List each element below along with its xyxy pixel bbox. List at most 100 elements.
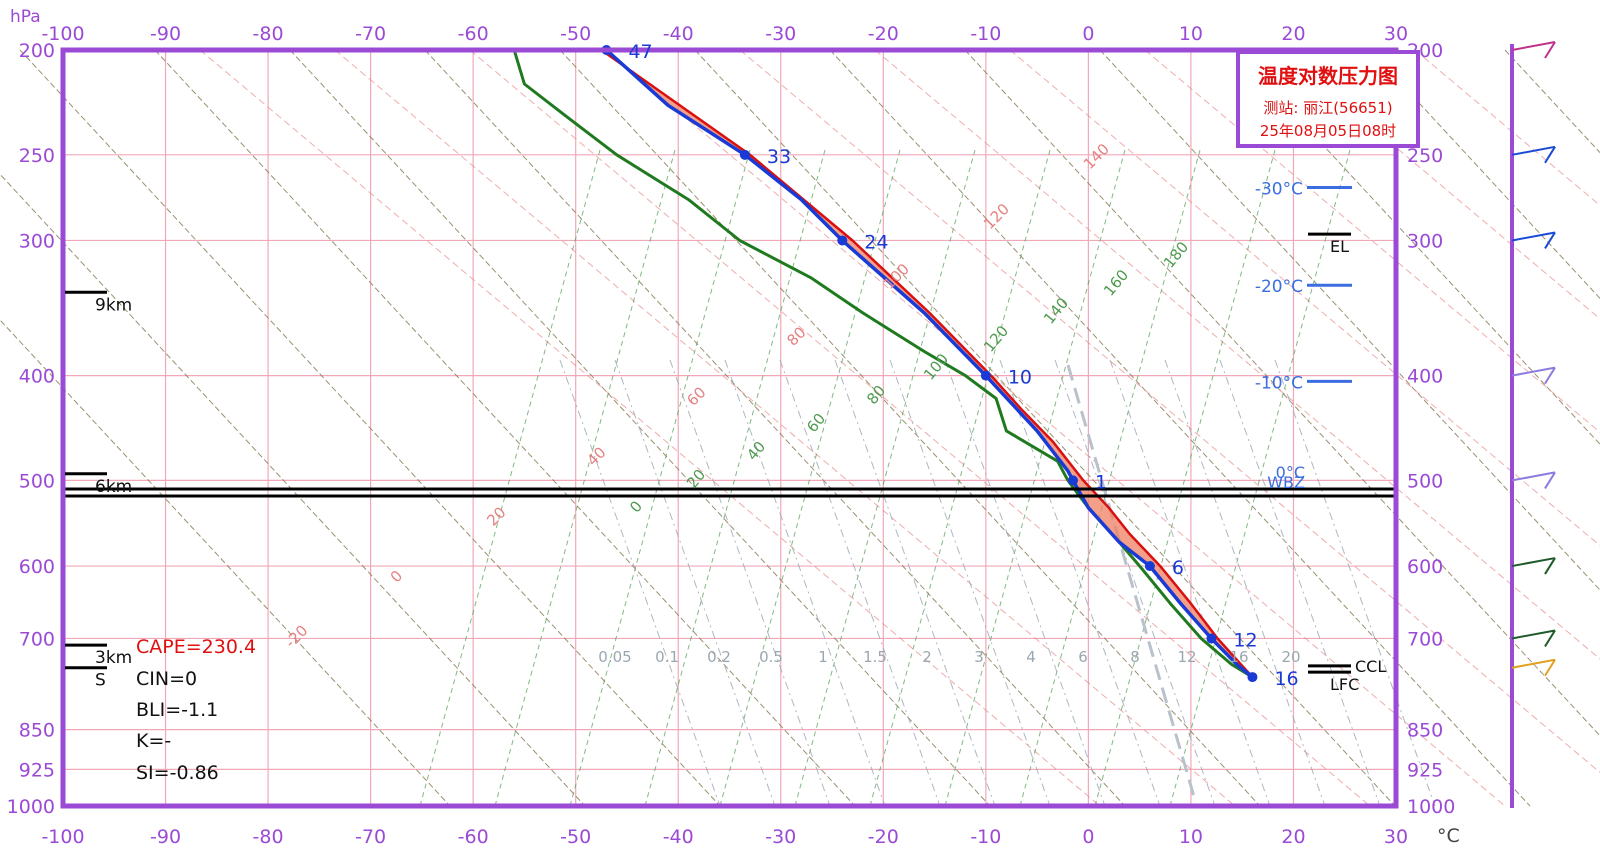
dry-adiabat-line <box>1234 49 1600 445</box>
x-tick-label-top: -40 <box>663 23 694 45</box>
dry-adiabat-line <box>0 173 586 807</box>
x-tick-label-top: -80 <box>253 23 284 45</box>
parcel-profile-line <box>600 48 1254 678</box>
temperature-unit-label: °C <box>1437 825 1460 847</box>
p-tick-label-right: 400 <box>1407 366 1443 388</box>
p-tick-label-left: 300 <box>19 230 55 252</box>
mixing-ratio-label: 4 <box>1026 648 1036 666</box>
level-mark-label: CCL <box>1355 657 1386 676</box>
dry-adiabat-line <box>1504 49 1600 154</box>
x-tick-label-top: -100 <box>41 23 84 45</box>
x-tick-label-top: -70 <box>355 23 386 45</box>
zero-c-label: 0°C <box>1276 463 1305 482</box>
x-tick-label-top: 10 <box>1179 23 1203 45</box>
cape-index: CAPE=230.4 <box>136 636 257 658</box>
p-tick-label-left: 700 <box>19 628 55 650</box>
sounding-profiles <box>60 45 1399 809</box>
x-tick-label-top: -30 <box>765 23 796 45</box>
moist-adiabat-label: 80 <box>863 382 889 408</box>
saturated-adiabat-line <box>644 149 826 807</box>
saturated-adiabat-line <box>494 149 676 807</box>
temperature-point <box>1247 672 1258 683</box>
x-tick-label-bottom: -60 <box>458 826 489 848</box>
mixing-ratio-label: 3 <box>974 648 984 666</box>
height-mark-label: 9km <box>95 295 132 315</box>
saturated-adiabat-line <box>869 149 1051 807</box>
dry-adiabat-label: -20 <box>281 621 311 651</box>
x-tick-label-top: 30 <box>1384 23 1408 45</box>
wind-barb-flag <box>1544 367 1556 385</box>
moist-adiabat-label: 160 <box>1100 266 1132 300</box>
dry-adiabat-label: 80 <box>783 323 809 349</box>
moist-adiabat-label: 40 <box>743 438 769 464</box>
dry-adiabat-line <box>0 319 451 807</box>
wind-barb-staff <box>1511 557 1556 568</box>
saturated-adiabat-line <box>419 149 601 807</box>
p-tick-label-left: 925 <box>19 759 55 781</box>
x-tick-label-top: -50 <box>560 23 591 45</box>
mixing-ratio-line <box>614 359 776 807</box>
dry-adiabat-line <box>829 49 1531 807</box>
pressure-unit-label: hPa <box>10 7 41 27</box>
x-tick-label-bottom: -10 <box>970 826 1001 848</box>
wind-barb-flag <box>1544 629 1556 647</box>
x-tick-label-bottom: 10 <box>1179 826 1203 848</box>
moist-adiabat-label: 60 <box>803 410 829 436</box>
dry-adiabat-label: 140 <box>1080 140 1113 173</box>
moist-adiabat-label: 180 <box>1160 238 1192 272</box>
dry-adiabat-label: 0 <box>387 567 406 586</box>
temperature-point-label: 6 <box>1172 557 1184 579</box>
plot-frame <box>60 47 1399 809</box>
p-tick-label-left: 500 <box>19 470 55 492</box>
mixing-ratio-line <box>889 359 1051 807</box>
moist-adiabat-line <box>604 49 1506 807</box>
p-tick-label-right: 500 <box>1407 470 1443 492</box>
wind-barb-staff <box>1511 145 1556 156</box>
level-mark-label: LFC <box>1330 675 1359 694</box>
wind-barb-flag <box>1544 557 1556 575</box>
dry-adiabat-line <box>694 49 1396 807</box>
wind-barb-flag <box>1544 41 1556 59</box>
x-tick-label-bottom: 30 <box>1384 826 1408 848</box>
dry-adiabat-line <box>19 49 721 807</box>
temperature-point-label: 10 <box>1008 367 1032 389</box>
moist-adiabat-line <box>334 49 1236 807</box>
temperature-point <box>980 370 991 381</box>
wind-barb-staff <box>1511 366 1556 377</box>
mixing-ratio-label: 2 <box>922 648 932 666</box>
dry-adiabat-label: 60 <box>683 383 709 409</box>
dry-adiabat-line <box>1369 49 1600 300</box>
mixing-ratio-line <box>944 359 1106 807</box>
dewpoint-profile-line <box>512 49 1254 679</box>
dry-adiabat-label: 100 <box>880 260 913 293</box>
temperature-point-label: 16 <box>1274 668 1298 690</box>
chart-title: 温度对数压力图 <box>1258 64 1398 88</box>
p-tick-label-left: 400 <box>19 366 55 388</box>
mixing-ratio-line <box>1109 359 1271 807</box>
mixing-ratio-line <box>1274 359 1436 807</box>
x-tick-label-top: -90 <box>150 23 181 45</box>
temperature-point-label: 24 <box>864 231 888 253</box>
moist-adiabat-line <box>1144 49 1600 433</box>
height-mark-label: 6km <box>95 477 132 497</box>
mixing-ratio-label: 1.5 <box>863 648 887 666</box>
x-tick-label-bottom: -70 <box>355 826 386 848</box>
moist-adiabat-line <box>1009 49 1600 547</box>
mixing-ratio-line <box>779 359 941 807</box>
freezing-helper-line <box>1066 364 1197 801</box>
bli-index: BLI=-1.1 <box>136 699 219 721</box>
p-tick-label-right: 300 <box>1407 230 1443 252</box>
mixing-ratio-line <box>1164 359 1326 807</box>
dry-adiabat-line <box>1099 49 1600 591</box>
p-tick-label-right: 925 <box>1407 759 1443 781</box>
moist-adiabat-label: 120 <box>980 322 1012 356</box>
x-tick-label-bottom: 20 <box>1281 826 1305 848</box>
wind-barb-flag <box>1544 231 1556 249</box>
x-tick-label-top: 0 <box>1082 23 1094 45</box>
wind-barb-flag <box>1544 659 1556 677</box>
wind-barb-staff <box>1511 41 1556 51</box>
temperature-point-label: 33 <box>767 146 791 168</box>
x-tick-label-bottom: -50 <box>560 826 591 848</box>
x-tick-label-top: -20 <box>868 23 899 45</box>
